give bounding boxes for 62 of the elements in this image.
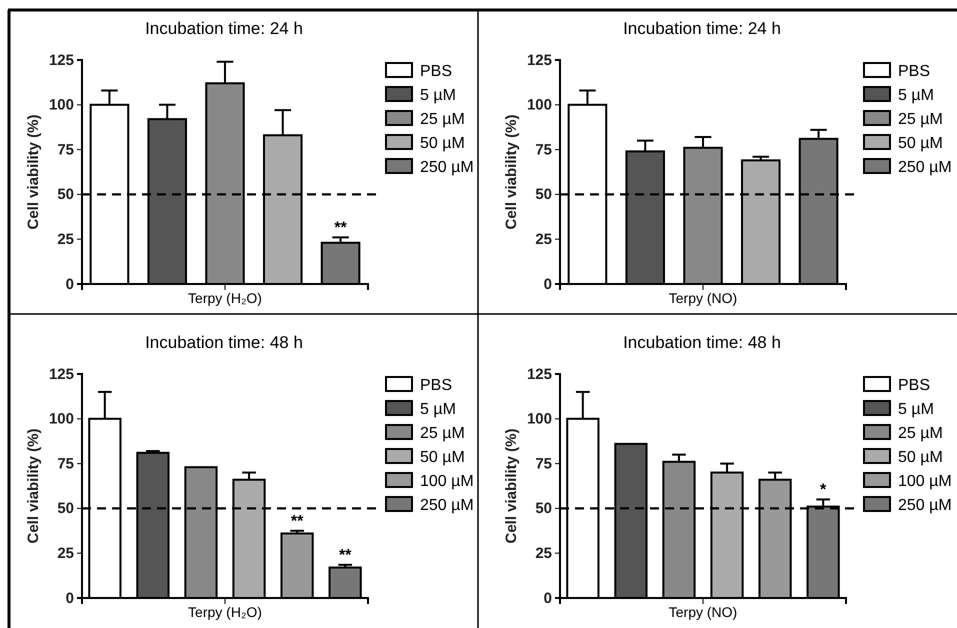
y-tick-label: 100: [48, 96, 74, 114]
x-axis-title: Terpy (H₂O): [188, 604, 262, 620]
y-tick-label: 0: [66, 590, 74, 607]
legend-label: 100 µM: [898, 473, 952, 490]
legend-label: 50 µM: [420, 135, 465, 152]
y-axis-title: Cell viability (%): [503, 114, 520, 230]
y-tick-label: 75: [57, 455, 74, 472]
legend-label: 5 µM: [898, 401, 934, 418]
legend-label: PBS: [420, 377, 452, 394]
data-label: **: [338, 546, 352, 564]
y-tick-label: 25: [57, 545, 74, 562]
legend-label: 250 µM: [420, 159, 474, 176]
y-tick-label: 25: [57, 231, 74, 248]
y-tick-label: 50: [57, 500, 74, 518]
y-tick-label: 75: [535, 141, 552, 158]
legend-label: 250 µM: [420, 497, 474, 514]
legend-label: 250 µM: [898, 159, 952, 176]
legend-label: 50 µM: [420, 449, 465, 466]
legend-label: 25 µM: [898, 425, 943, 442]
legend-label: PBS: [420, 63, 452, 80]
data-label: *: [820, 481, 828, 498]
legend-label: 25 µM: [898, 111, 943, 128]
legend-label: 5 µM: [898, 87, 934, 104]
chart-title: Incubation time: 24 h: [623, 19, 781, 38]
data-label: **: [334, 219, 348, 236]
y-tick-label: 0: [66, 276, 74, 293]
y-tick-label: 75: [535, 455, 552, 472]
y-tick-label: 125: [526, 366, 552, 383]
x-axis-title: Terpy (NO): [668, 290, 738, 306]
y-tick-label: 50: [535, 500, 552, 518]
y-tick-label: 50: [535, 186, 552, 204]
x-axis-title: Terpy (H₂O): [188, 290, 262, 306]
y-tick-label: 125: [48, 52, 74, 69]
chart-title: Incubation time: 48 h: [145, 333, 303, 352]
chart-title: Incubation time: 48 h: [623, 333, 781, 352]
legend-label: 250 µM: [898, 497, 952, 514]
x-axis-title: Terpy (NO): [668, 604, 738, 620]
y-axis-title: Cell viability (%): [503, 428, 520, 544]
y-tick-label: 0: [544, 590, 552, 607]
y-tick-label: 100: [48, 410, 74, 428]
legend-label: 25 µM: [420, 425, 465, 442]
data-label: **: [290, 512, 304, 530]
legend-label: 100 µM: [420, 473, 474, 490]
y-tick-label: 50: [57, 186, 74, 204]
y-tick-label: 25: [535, 231, 552, 248]
legend-label: PBS: [898, 377, 930, 394]
chart-title: Incubation time: 24 h: [145, 19, 303, 38]
legend-label: 25 µM: [420, 111, 465, 128]
y-tick-label: 25: [535, 545, 552, 562]
y-axis-title: Cell viability (%): [25, 428, 42, 544]
y-tick-label: 125: [48, 366, 74, 383]
legend-label: PBS: [898, 63, 930, 80]
legend-label: 50 µM: [898, 449, 943, 466]
legend-label: 5 µM: [420, 401, 456, 418]
y-tick-label: 100: [526, 410, 552, 428]
y-axis-title: Cell viability (%): [25, 114, 42, 230]
y-tick-label: 100: [526, 96, 552, 114]
y-tick-label: 75: [57, 141, 74, 158]
y-tick-label: 0: [544, 276, 552, 293]
legend-label: 5 µM: [420, 87, 456, 104]
y-tick-label: 125: [526, 52, 552, 69]
legend-label: 50 µM: [898, 135, 943, 152]
